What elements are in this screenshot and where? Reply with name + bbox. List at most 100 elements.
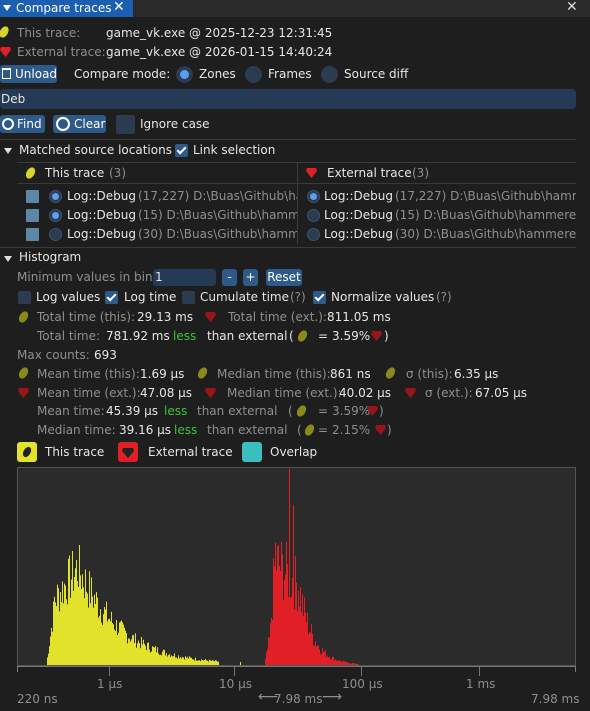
histogram-bar-external [317, 645, 318, 665]
histogram-bar-this [133, 635, 134, 665]
histogram-bar-external [335, 659, 336, 665]
collapse-icon[interactable] [4, 148, 12, 154]
external-trace-column-header: External trace (3) [298, 162, 576, 184]
axis-tick [234, 666, 235, 676]
histogram-bar-this [83, 587, 84, 665]
window-close-icon[interactable]: ✕ [566, 0, 578, 15]
radio-button[interactable] [49, 228, 62, 241]
help-icon[interactable]: (?) [436, 290, 452, 304]
zones-label[interactable]: Zones [199, 67, 236, 81]
histogram-bar-this [176, 657, 177, 665]
source-diff-radio[interactable] [321, 66, 338, 83]
histogram-bar-this [76, 559, 77, 665]
histogram-bar-this [119, 622, 120, 665]
list-item[interactable]: Log::Debug (15) D:\Buas\Github\hammered- [17, 207, 297, 225]
list-item[interactable]: Log::Debug (17,227) D:\Buas\Github\hamme… [298, 188, 576, 206]
normalize-checkbox[interactable] [313, 291, 326, 304]
list-item[interactable]: Log::Debug (30) D:\Buas\Github\hammered- [298, 226, 576, 244]
histogram-bar-external [352, 663, 353, 665]
histogram-bar-this [168, 655, 169, 665]
search-input[interactable]: Deb [0, 89, 576, 109]
search-icon [2, 118, 14, 130]
histogram-bar-this [130, 641, 131, 665]
axis-tick-label: 10 µs [219, 677, 252, 691]
histogram-bar-this [169, 653, 170, 665]
histogram-bar-external [353, 663, 354, 665]
histogram-bar-this [193, 659, 194, 665]
this-trace-icon [22, 446, 32, 458]
legend-this-label: This trace [45, 445, 105, 459]
histogram-bar-this [100, 609, 101, 665]
histogram-bar-this [184, 659, 185, 665]
radio-button[interactable] [307, 190, 320, 203]
this-trace-icon [304, 424, 315, 436]
histogram-bar-external [302, 594, 303, 665]
zones-radio[interactable] [176, 66, 193, 83]
histogram-bar-this [163, 649, 164, 665]
axis-tick [479, 666, 480, 676]
increment-button[interactable]: + [243, 269, 258, 286]
radio-button[interactable] [49, 209, 62, 222]
histogram-plot[interactable] [17, 467, 576, 666]
tab-dropdown-icon[interactable] [3, 5, 11, 11]
source-diff-label[interactable]: Source diff [344, 67, 409, 81]
histogram-bar-external [331, 659, 332, 665]
this-trace-icon [296, 405, 307, 417]
histogram-bar-this [195, 657, 196, 665]
histogram-bar-external [349, 663, 350, 665]
histogram-bar-external [296, 582, 297, 665]
ignore-case-checkbox[interactable] [116, 115, 135, 134]
frames-radio[interactable] [245, 66, 262, 83]
histogram-bar-this [194, 660, 195, 665]
histogram-bar-this [92, 596, 93, 665]
this-trace-icon [18, 311, 29, 323]
help-icon[interactable]: (?) [290, 290, 306, 304]
histogram-bar-this [191, 657, 192, 665]
histogram-header[interactable]: Histogram [19, 250, 82, 264]
histogram-bar-this [103, 614, 104, 665]
list-item[interactable]: Log::Debug (15) D:\Buas\Github\hammered- [298, 207, 576, 225]
histogram-bar-this [152, 646, 153, 665]
decrement-button[interactable]: - [222, 269, 237, 286]
link-selection-label[interactable]: Link selection [193, 143, 276, 157]
histogram-bar-external [356, 663, 357, 665]
histogram-bar-this [72, 550, 73, 665]
tab-close-icon[interactable]: ✕ [113, 0, 125, 15]
cumulate-time-checkbox[interactable] [182, 291, 195, 304]
radio-button[interactable] [307, 228, 320, 241]
radio-button[interactable] [307, 209, 320, 222]
min-values-input[interactable]: 1 [153, 269, 216, 286]
histogram-bar-this [210, 660, 211, 665]
this-trace-icon [26, 167, 35, 179]
matched-header[interactable]: Matched source locations [19, 143, 172, 157]
external-trace-icon [306, 168, 317, 178]
histogram-bar-this [198, 660, 199, 665]
histogram-bar-this [127, 643, 128, 665]
log-time-label[interactable]: Log time [124, 290, 177, 304]
normalize-label[interactable]: Normalize values [331, 290, 435, 304]
list-item[interactable]: Log::Debug (30) D:\Buas\Github\hammered- [17, 226, 297, 244]
find-button[interactable]: Find [0, 115, 45, 133]
cumulate-time-label[interactable]: Cumulate time [200, 290, 289, 304]
list-item[interactable]: Log::Debug (17,227) D:\Buas\Github\hamme… [17, 188, 297, 206]
frames-label[interactable]: Frames [268, 67, 312, 81]
log-values-label[interactable]: Log values [36, 290, 101, 304]
histogram-bar-external [272, 619, 273, 665]
collapse-icon[interactable] [4, 256, 12, 262]
histogram-bar-this [95, 603, 96, 665]
histogram-bar-external [287, 564, 288, 665]
ignore-case-label[interactable]: Ignore case [140, 117, 210, 131]
reset-button[interactable]: Reset [266, 269, 302, 286]
histogram-bar-external [297, 610, 298, 665]
unload-button[interactable]: Unload [0, 65, 57, 83]
histogram-bar-external [281, 541, 282, 665]
histogram-bar-external [294, 609, 295, 665]
tab-compare-traces[interactable]: Compare traces ✕ [0, 0, 133, 17]
clear-button[interactable]: Clear [53, 115, 106, 133]
log-time-checkbox[interactable] [105, 291, 118, 304]
histogram-bar-external [291, 596, 292, 665]
radio-button[interactable] [49, 190, 62, 203]
link-selection-checkbox[interactable] [175, 144, 188, 157]
log-values-checkbox[interactable] [18, 291, 31, 304]
histogram-bar-this [99, 615, 100, 665]
